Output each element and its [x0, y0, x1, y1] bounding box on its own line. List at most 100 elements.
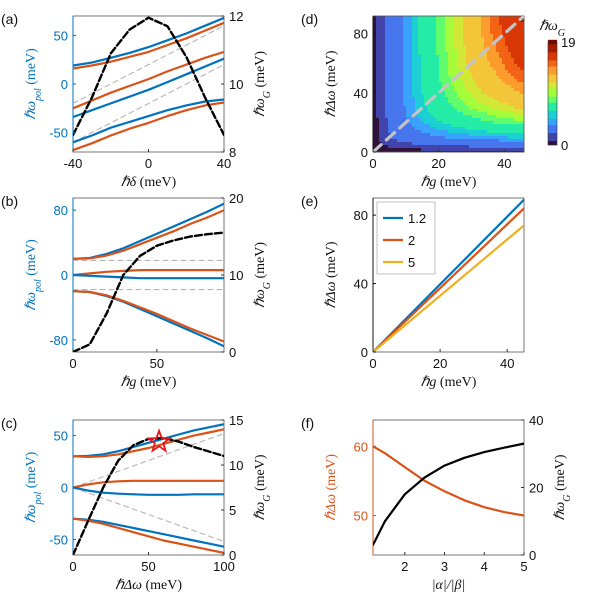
- heatmap-cell: [385, 148, 389, 152]
- heatmap-cell: [394, 22, 398, 26]
- heatmap-cell: [445, 67, 449, 71]
- heatmap-cell: [394, 85, 398, 89]
- series-orange-mid: [73, 269, 224, 277]
- heatmap-cell: [430, 100, 434, 104]
- colorbar-segment: [548, 49, 557, 53]
- heatmap-cell: [451, 145, 455, 149]
- heatmap-cell: [433, 148, 437, 152]
- heatmap-cell: [373, 100, 377, 104]
- heatmap-cell: [511, 118, 515, 122]
- heatmap-cell: [472, 127, 476, 131]
- heatmap-cell: [379, 19, 383, 23]
- heatmap-cell: [379, 130, 383, 134]
- heatmap-cell: [403, 55, 407, 59]
- heatmap-cell: [394, 106, 398, 110]
- heatmap-cell: [520, 139, 524, 143]
- heatmap-cell: [445, 103, 449, 107]
- heatmap-cell: [514, 73, 518, 77]
- heatmap-cell: [457, 58, 461, 62]
- heatmap-cell: [430, 16, 434, 20]
- heatmap-cell: [388, 100, 392, 104]
- heatmap-cell: [520, 94, 524, 98]
- heatmap-cell: [487, 145, 491, 149]
- x-axis-label: ℏδ (meV): [121, 175, 177, 190]
- heatmap-cell: [424, 91, 428, 95]
- heatmap-cell: [445, 55, 449, 59]
- heatmap-cell: [394, 112, 398, 116]
- heatmap-cell: [463, 58, 467, 62]
- heatmap-cell: [385, 112, 389, 116]
- heatmap-cell: [490, 118, 494, 122]
- heatmap-cell: [478, 52, 482, 56]
- series-orange-top: [73, 209, 224, 260]
- heatmap-cell: [397, 88, 401, 92]
- heatmap-cell: [484, 115, 488, 119]
- heatmap-cell: [388, 145, 392, 149]
- heatmap-cell: [394, 139, 398, 143]
- heatmap-cell: [418, 118, 422, 122]
- heatmap-cell: [391, 25, 395, 29]
- heatmap-cell: [418, 79, 422, 83]
- heatmap-cell: [505, 88, 509, 92]
- heatmap-cell: [433, 43, 437, 47]
- heatmap-cell: [487, 43, 491, 47]
- heatmap-cell: [382, 76, 386, 80]
- heatmap-cell: [484, 97, 488, 101]
- heatmap-cell: [454, 58, 458, 62]
- heatmap-cell: [472, 76, 476, 80]
- heatmap-cell: [460, 25, 464, 29]
- y-right-tick-label: 20: [529, 481, 543, 496]
- heatmap-cell: [496, 73, 500, 77]
- heatmap-cell: [406, 82, 410, 86]
- y-right-tick-label: 15: [229, 413, 243, 428]
- heatmap-cell: [433, 76, 437, 80]
- heatmap-cell: [412, 103, 416, 107]
- heatmap-cell: [418, 31, 422, 35]
- heatmap-cell: [424, 100, 428, 104]
- heatmap-cell: [427, 109, 431, 113]
- heatmap-cell: [442, 46, 446, 50]
- heatmap-cell: [451, 88, 455, 92]
- heatmap-cell: [511, 31, 515, 35]
- heatmap-cell: [487, 37, 491, 41]
- heatmap-cell: [475, 31, 479, 35]
- heatmap-cell: [511, 34, 515, 38]
- heatmap-cell: [424, 94, 428, 98]
- heatmap-cell: [478, 46, 482, 50]
- heatmap-cell: [436, 103, 440, 107]
- heatmap-cell: [472, 142, 476, 146]
- heatmap-cell: [457, 136, 461, 140]
- heatmap-cell: [409, 118, 413, 122]
- heatmap-cell: [448, 55, 452, 59]
- heatmap-cell: [448, 70, 452, 74]
- heatmap-cell: [508, 124, 512, 128]
- heatmap-cell: [427, 139, 431, 143]
- colorbar-segment: [548, 120, 557, 123]
- heatmap-cell: [433, 124, 437, 128]
- heatmap-cell: [493, 94, 497, 98]
- heatmap-cell: [400, 73, 404, 77]
- heatmap-cell: [391, 94, 395, 98]
- heatmap-cell: [400, 55, 404, 59]
- heatmap-cell: [493, 100, 497, 104]
- heatmap-cell: [400, 97, 404, 101]
- colorbar-segment: [548, 84, 557, 87]
- heatmap-cell: [475, 148, 479, 152]
- colorbar-segment: [548, 76, 557, 79]
- heatmap-cell: [388, 133, 392, 137]
- heatmap-cell: [454, 133, 458, 137]
- heatmap-cell: [445, 91, 449, 95]
- heatmap-cell: [469, 94, 473, 98]
- heatmap-cell: [427, 55, 431, 59]
- heatmap-cell: [496, 136, 500, 140]
- heatmap-cell: [511, 67, 515, 71]
- heatmap-cell: [445, 94, 449, 98]
- heatmap-cell: [493, 139, 497, 143]
- heatmap-cell: [451, 109, 455, 113]
- heatmap-cell: [499, 142, 503, 146]
- heatmap-cell: [490, 22, 494, 26]
- heatmap-cell: [406, 103, 410, 107]
- heatmap-cell: [418, 103, 422, 107]
- heatmap-cell: [517, 58, 521, 62]
